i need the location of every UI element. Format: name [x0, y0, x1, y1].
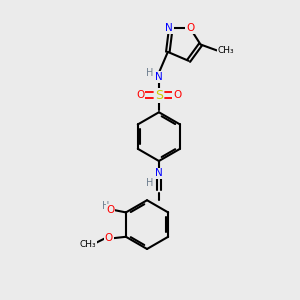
Text: CH₃: CH₃ [218, 46, 234, 55]
Text: N: N [155, 72, 163, 82]
Text: S: S [155, 88, 163, 101]
Text: N: N [165, 23, 173, 33]
Text: O: O [106, 205, 115, 215]
Text: H: H [146, 68, 153, 78]
Text: N: N [155, 169, 163, 178]
Text: O: O [186, 23, 194, 33]
Text: H: H [102, 201, 110, 211]
Text: O: O [105, 233, 113, 243]
Text: CH₃: CH₃ [80, 240, 97, 249]
Text: O: O [136, 90, 145, 100]
Text: H: H [146, 178, 153, 188]
Text: O: O [173, 90, 182, 100]
